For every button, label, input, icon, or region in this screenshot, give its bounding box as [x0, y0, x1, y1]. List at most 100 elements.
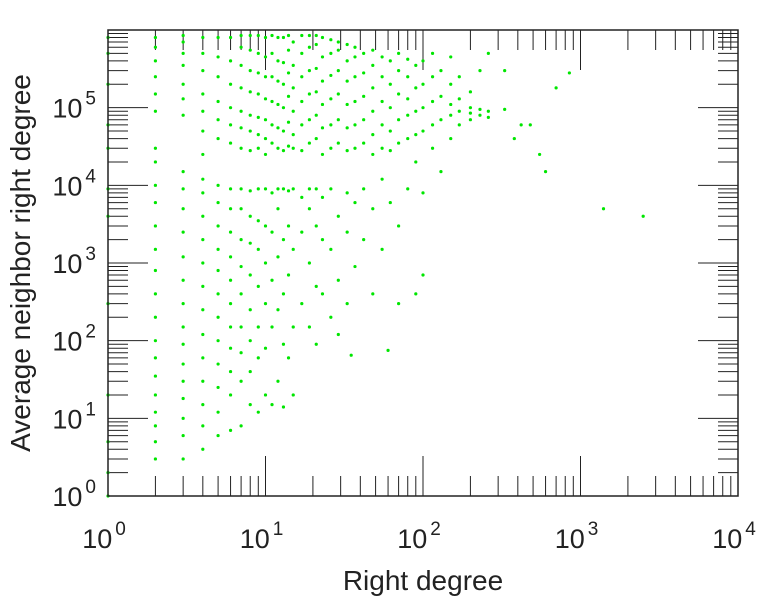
data-point — [256, 356, 260, 360]
data-point — [216, 55, 220, 59]
data-point — [307, 33, 312, 38]
data-point — [228, 255, 233, 259]
data-point — [349, 353, 353, 357]
data-point — [362, 118, 366, 122]
data-point — [291, 133, 295, 137]
data-point — [281, 238, 286, 242]
data-point — [543, 170, 548, 174]
data-point — [300, 230, 304, 234]
data-point — [153, 224, 158, 228]
data-point — [239, 238, 243, 242]
data-point — [397, 224, 401, 228]
data-point — [239, 325, 243, 329]
data-point — [320, 152, 325, 157]
x-tick-label: 10 2 — [397, 519, 441, 554]
data-point — [228, 346, 233, 350]
data-point — [153, 356, 158, 360]
data-point — [406, 187, 410, 191]
data-point — [263, 152, 268, 157]
data-point — [153, 75, 158, 79]
data-point — [286, 71, 291, 75]
data-point — [329, 38, 333, 42]
data-point — [256, 146, 260, 150]
data-point — [397, 92, 401, 96]
data-point — [291, 40, 295, 44]
data-point — [380, 99, 384, 104]
data-point — [397, 141, 401, 145]
data-point — [181, 40, 185, 44]
data-point — [181, 379, 185, 383]
data-point — [397, 51, 401, 55]
data-point — [153, 146, 158, 150]
data-point — [256, 284, 260, 288]
data-point — [228, 393, 233, 397]
data-point — [276, 102, 280, 107]
data-point — [336, 69, 340, 73]
data-point — [345, 149, 349, 153]
data-point — [388, 129, 392, 133]
data-point — [345, 59, 349, 63]
data-point — [314, 113, 318, 117]
data-point — [414, 133, 418, 137]
data-point — [256, 33, 260, 38]
data-point — [286, 189, 291, 193]
data-point — [256, 115, 260, 119]
data-point — [388, 106, 392, 110]
data-point — [414, 292, 418, 296]
data-point — [181, 187, 185, 191]
data-point — [320, 102, 325, 107]
data-point — [421, 59, 425, 63]
data-point — [239, 63, 243, 68]
data-point — [345, 79, 349, 83]
data-point — [153, 393, 158, 397]
data-point — [256, 71, 260, 75]
data-point — [397, 118, 401, 122]
data-point — [457, 123, 461, 127]
data-point — [300, 149, 304, 153]
data-point — [371, 48, 375, 52]
data-point — [181, 255, 185, 259]
data-point — [153, 374, 158, 378]
data-point — [153, 200, 158, 205]
data-point — [256, 187, 260, 191]
data-point — [336, 141, 340, 145]
data-point — [439, 69, 443, 73]
data-point — [201, 424, 205, 428]
data-point — [291, 146, 295, 150]
data-point — [307, 45, 312, 49]
data-point — [421, 273, 425, 277]
data-point — [216, 35, 220, 40]
data-point — [478, 107, 482, 111]
data-point — [486, 51, 490, 55]
data-point — [256, 92, 260, 96]
data-point — [228, 35, 233, 40]
data-point — [263, 261, 268, 265]
data-point — [421, 106, 425, 110]
data-point — [201, 129, 205, 133]
data-point — [270, 230, 274, 234]
data-point — [371, 63, 375, 68]
data-point — [329, 51, 333, 55]
data-point — [201, 177, 205, 181]
data-point — [270, 191, 274, 195]
data-point — [248, 113, 252, 117]
data-point — [380, 247, 384, 251]
data-point — [228, 82, 233, 86]
data-point — [362, 141, 366, 145]
data-point — [406, 97, 410, 101]
data-point — [406, 113, 410, 117]
data-point — [270, 278, 274, 282]
x-tick-labels: 10 0 10 1 10 2 10 3 10 4 — [82, 519, 756, 554]
data-point — [329, 123, 333, 127]
data-point — [216, 268, 220, 273]
data-point — [449, 113, 453, 117]
data-point — [478, 69, 482, 73]
data-point — [263, 187, 268, 191]
data-point — [239, 109, 243, 113]
data-point — [270, 99, 274, 104]
data-point — [153, 424, 158, 428]
data-point — [336, 48, 340, 52]
data-point — [256, 325, 260, 329]
data-point — [380, 75, 384, 79]
y-tick-label: 10 3 — [52, 244, 96, 279]
